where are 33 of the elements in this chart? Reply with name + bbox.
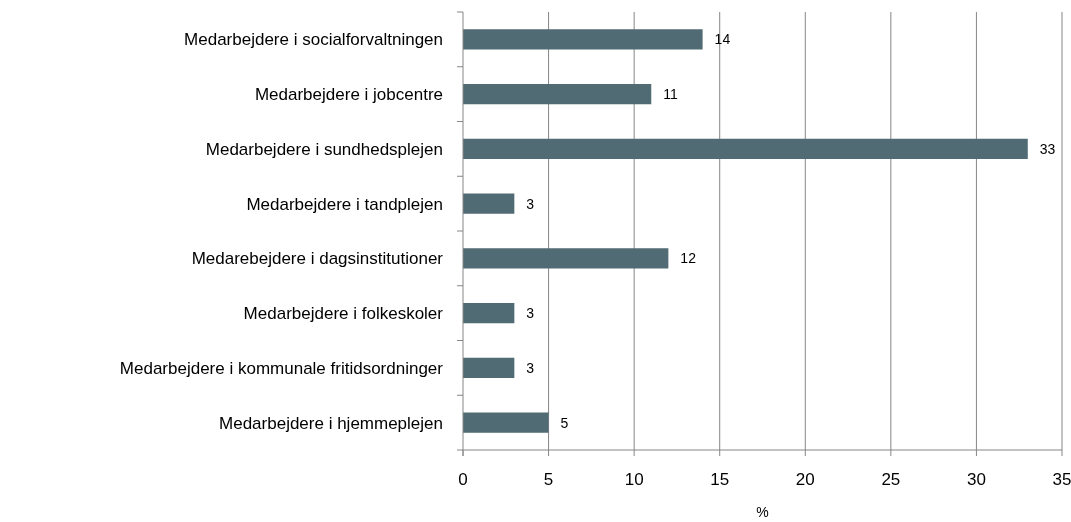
y-tick-label: Medarebejdere i dagsinstitutioner	[191, 249, 444, 269]
data-label: 5	[560, 414, 569, 431]
y-tick-label: Medarbejdere i kommunale fritidsordninger	[119, 358, 444, 378]
bar	[463, 357, 515, 378]
bar	[463, 138, 1028, 159]
x-tick-label: 35	[1052, 470, 1071, 489]
x-tick-label: 5	[543, 470, 554, 489]
data-label: 3	[526, 305, 535, 322]
x-tick-label: 10	[624, 470, 644, 489]
x-tick-label: 0	[458, 470, 468, 489]
x-tick-label: 25	[881, 470, 901, 489]
y-tick-label: Medarbejdere i jobcentre	[254, 85, 443, 105]
y-tick-label: Medarbejdere i hjemmeplejen	[219, 413, 443, 433]
data-label: 3	[526, 359, 535, 376]
bar	[463, 412, 549, 433]
bar	[463, 193, 515, 214]
bar	[463, 29, 703, 50]
bar	[463, 303, 515, 324]
y-tick-label: Medarbejdere i folkeskoler	[243, 304, 444, 324]
data-label: 33	[1039, 140, 1056, 157]
data-label: 11	[663, 86, 678, 103]
x-axis-title: %	[756, 504, 769, 520]
bar	[463, 248, 669, 269]
data-label: 12	[680, 250, 697, 267]
y-tick-label: Medarbejdere i socialforvaltningen	[184, 30, 443, 50]
x-tick-label: 20	[795, 470, 815, 489]
y-tick-label: Medarbejdere i sundhedsplejen	[205, 139, 443, 159]
x-tick-label: 15	[710, 470, 730, 489]
bar	[463, 84, 652, 105]
y-tick-label: Medarbejdere i tandplejen	[246, 194, 443, 214]
x-tick-label: 30	[966, 470, 986, 489]
data-label: 3	[526, 195, 535, 212]
data-label: 14	[714, 31, 731, 48]
